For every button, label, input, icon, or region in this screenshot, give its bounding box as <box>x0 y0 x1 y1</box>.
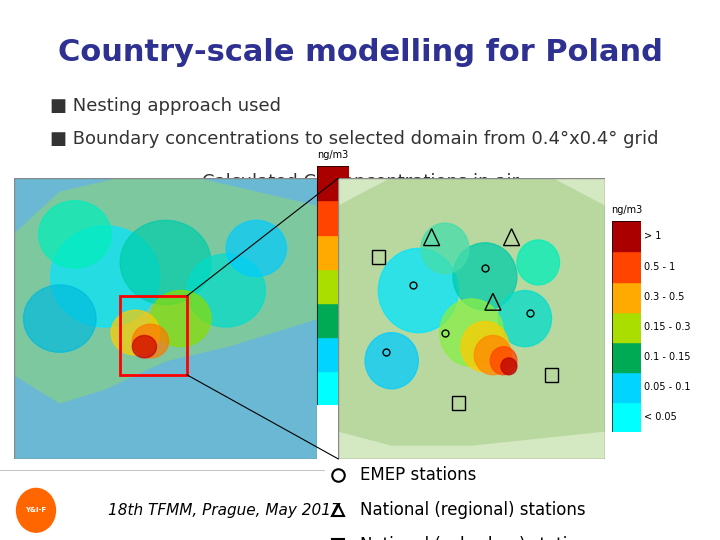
Text: 0.05 - 0.1: 0.05 - 0.1 <box>644 382 690 392</box>
Bar <box>612 342 641 372</box>
Text: 0.5 - 1: 0.5 - 1 <box>353 212 384 222</box>
Circle shape <box>50 226 160 327</box>
Text: Y&I-F: Y&I-F <box>25 507 47 514</box>
Text: Calculated Cd concentrations in air: Calculated Cd concentrations in air <box>202 173 518 191</box>
Circle shape <box>17 488 55 532</box>
Text: ■ Nesting approach used: ■ Nesting approach used <box>50 97 282 115</box>
Circle shape <box>461 321 509 372</box>
Bar <box>317 166 349 200</box>
Bar <box>612 221 641 252</box>
Text: ng/m3: ng/m3 <box>611 205 642 215</box>
Circle shape <box>453 243 517 310</box>
Circle shape <box>150 291 211 347</box>
Circle shape <box>379 248 458 333</box>
Polygon shape <box>338 178 605 445</box>
Bar <box>612 372 641 402</box>
Bar <box>317 200 349 234</box>
Bar <box>317 268 349 303</box>
Bar <box>372 250 385 264</box>
Text: 0.3 - 0.5: 0.3 - 0.5 <box>353 247 393 256</box>
Circle shape <box>120 220 211 305</box>
Bar <box>612 252 641 281</box>
Circle shape <box>111 310 160 355</box>
Bar <box>317 303 349 337</box>
Circle shape <box>440 299 503 366</box>
Text: ■ Boundary concentrations to selected domain from 0.4°x0.4° grid: ■ Boundary concentrations to selected do… <box>50 130 659 147</box>
Circle shape <box>39 201 111 268</box>
Circle shape <box>501 358 517 375</box>
Circle shape <box>365 333 418 389</box>
Circle shape <box>186 254 266 327</box>
Text: < 0.05: < 0.05 <box>644 412 676 422</box>
Bar <box>451 396 465 410</box>
Bar <box>545 368 558 382</box>
Text: Selected domain
0.1° x 0.1°: Selected domain 0.1° x 0.1° <box>342 184 485 216</box>
Bar <box>612 281 641 312</box>
Circle shape <box>490 347 517 375</box>
Circle shape <box>498 291 552 347</box>
Bar <box>120 296 186 375</box>
Text: National (regional) stations: National (regional) stations <box>360 501 585 519</box>
Circle shape <box>24 285 96 352</box>
Text: 0.3 - 0.5: 0.3 - 0.5 <box>644 292 684 302</box>
Circle shape <box>132 324 168 358</box>
Text: 0.1 - 0.15: 0.1 - 0.15 <box>644 352 690 362</box>
Bar <box>317 234 349 268</box>
Bar <box>612 312 641 342</box>
Bar <box>612 402 641 432</box>
Text: 0.05 - 0.1: 0.05 - 0.1 <box>353 349 399 359</box>
Circle shape <box>226 220 287 276</box>
Circle shape <box>474 335 511 375</box>
Text: National (suburban) stations: National (suburban) stations <box>360 536 597 540</box>
Text: 0.5 - 1: 0.5 - 1 <box>644 261 675 272</box>
Text: > 1: > 1 <box>353 178 370 188</box>
Text: < 0.05: < 0.05 <box>353 383 385 393</box>
Text: 0.15 - 0.3: 0.15 - 0.3 <box>353 281 399 291</box>
Text: ng/m3: ng/m3 <box>318 150 348 159</box>
Bar <box>317 337 349 371</box>
Text: EMEP stations: EMEP stations <box>360 466 477 484</box>
Text: 0.15 - 0.3: 0.15 - 0.3 <box>644 322 690 332</box>
Text: 18th TFMM, Prague, May 2017: 18th TFMM, Prague, May 2017 <box>108 503 341 518</box>
Text: Country-scale modelling for Poland: Country-scale modelling for Poland <box>58 38 662 67</box>
Circle shape <box>132 335 156 358</box>
Circle shape <box>421 223 469 274</box>
Text: 0.1 - 0.15: 0.1 - 0.15 <box>353 315 399 325</box>
Circle shape <box>517 240 559 285</box>
Bar <box>317 371 349 405</box>
Text: > 1: > 1 <box>644 232 661 241</box>
Polygon shape <box>14 178 317 403</box>
Text: EMEP domain
0.4° x 0.4°: EMEP domain 0.4° x 0.4° <box>18 184 134 216</box>
